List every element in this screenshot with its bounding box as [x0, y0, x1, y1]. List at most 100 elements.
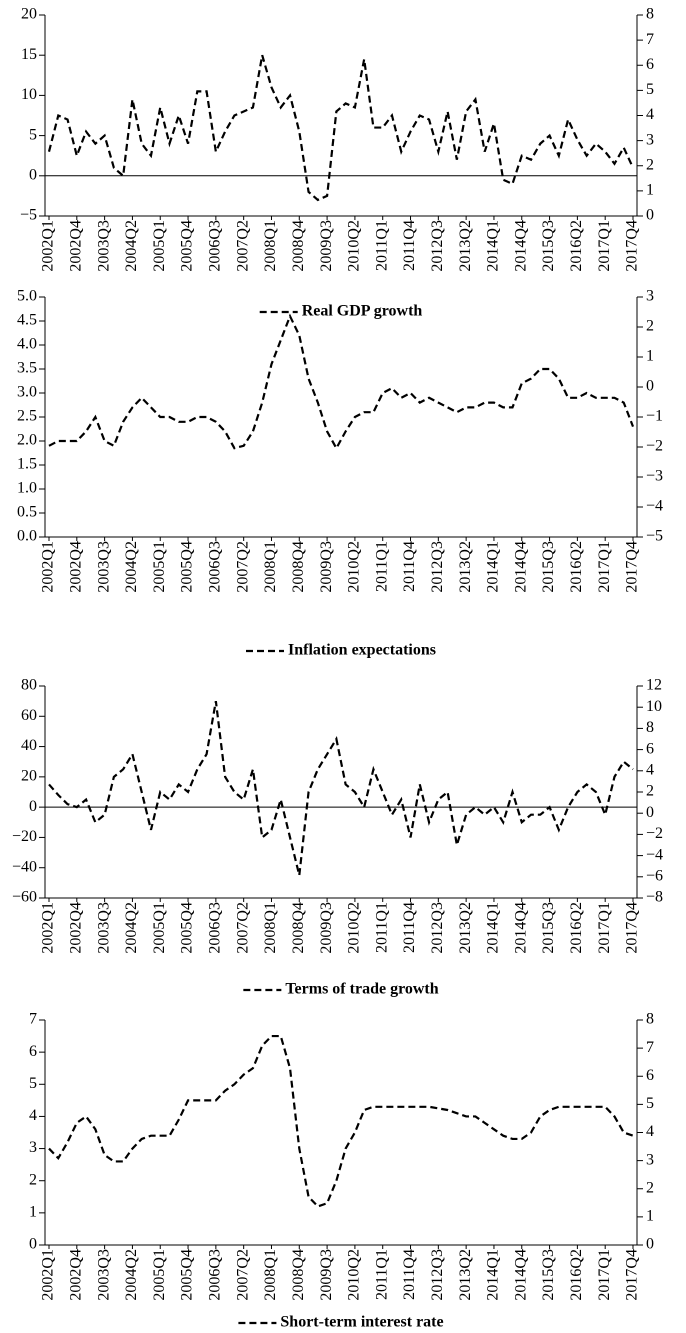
- y-tick-label: 20: [21, 768, 37, 785]
- y-tick-label: 3.5: [17, 360, 37, 377]
- x-tick-label: 2011Q4: [401, 1249, 418, 1300]
- x-tick-label: 2004Q2: [123, 1249, 140, 1301]
- x-tick-label: 2017Q1: [596, 1249, 613, 1301]
- x-tick-label: 2017Q1: [596, 541, 613, 593]
- y2-tick-label: 4: [646, 1123, 654, 1140]
- y2-tick-label: 5: [646, 1095, 654, 1112]
- y-tick-label: 0: [29, 166, 37, 183]
- x-tick-label: 2007Q2: [234, 902, 251, 954]
- data-line: [48, 313, 635, 451]
- y2-tick-label: −5: [646, 528, 663, 545]
- y2-tick-label: 5: [646, 81, 654, 98]
- x-tick-label: 2004Q2: [123, 220, 140, 272]
- x-tick-label: 2012Q3: [429, 541, 446, 593]
- x-tick-label: 2011Q4: [401, 541, 418, 592]
- x-tick-label: 2010Q2: [346, 220, 363, 272]
- x-tick-label: 2005Q4: [179, 1249, 196, 1301]
- y-tick-label: 0: [29, 798, 37, 815]
- x-tick-label: 2005Q1: [151, 541, 168, 593]
- y2-tick-label: −8: [646, 889, 663, 906]
- x-tick-label: 2011Q4: [401, 902, 418, 953]
- x-tick-label: 2011Q1: [373, 1249, 390, 1300]
- y2-tick-label: −3: [646, 468, 663, 485]
- y2-tick-label: −2: [646, 825, 663, 842]
- x-tick-label: 2009Q3: [318, 541, 335, 593]
- x-tick-label: 2005Q4: [179, 220, 196, 272]
- x-tick-label: 2009Q3: [318, 220, 335, 272]
- x-tick-label: 2008Q4: [290, 902, 307, 954]
- x-tick-label: 2015Q3: [540, 541, 557, 593]
- y-tick-label: 6: [29, 1043, 37, 1060]
- legend-text: Short-term interest rate: [280, 1314, 443, 1331]
- y2-tick-label: 3: [646, 288, 654, 305]
- x-tick-label: 2014Q4: [512, 541, 529, 593]
- x-tick-label: 2012Q3: [429, 902, 446, 954]
- x-tick-label: 2007Q2: [234, 541, 251, 593]
- y-tick-label: 5: [29, 126, 37, 143]
- y2-tick-label: 2: [646, 318, 654, 335]
- y-tick-label: 40: [21, 737, 37, 754]
- data-line: [48, 700, 634, 876]
- y2-tick-label: 10: [646, 698, 662, 715]
- x-tick-label: 2009Q3: [318, 902, 335, 954]
- y-tick-label: 2.5: [17, 408, 37, 425]
- legend: Real GDP growth: [259, 303, 423, 320]
- y2-tick-label: 1: [646, 182, 654, 199]
- x-tick-label: 2011Q4: [401, 220, 418, 271]
- y2-tick-label: 0: [646, 207, 654, 224]
- y2-tick-label: 0: [646, 378, 654, 395]
- x-tick-label: 2012Q3: [429, 220, 446, 272]
- y2-tick-label: 6: [646, 740, 654, 757]
- y2-tick-label: 8: [646, 719, 654, 736]
- x-tick-label: 2002Q1: [40, 541, 57, 593]
- y-tick-label: 3: [29, 1139, 37, 1156]
- y-tick-label: 10: [21, 86, 37, 103]
- y-tick-label: 4.0: [17, 336, 37, 353]
- x-tick-label: 2006Q3: [207, 902, 224, 954]
- y-tick-label: 60: [21, 707, 37, 724]
- x-tick-label: 2013Q2: [457, 541, 474, 593]
- x-tick-label: 2016Q2: [568, 1249, 585, 1301]
- y2-tick-label: 8: [646, 1011, 654, 1028]
- y-tick-label: 0: [29, 1236, 37, 1253]
- y2-tick-label: −4: [646, 846, 663, 863]
- x-tick-label: 2002Q1: [40, 1249, 57, 1301]
- x-tick-label: 2002Q4: [67, 1249, 84, 1301]
- x-tick-label: 2002Q4: [67, 902, 84, 954]
- y-tick-label: 0.0: [17, 528, 37, 545]
- y2-tick-label: 4: [646, 106, 654, 123]
- x-tick-label: 2006Q3: [207, 220, 224, 272]
- y2-tick-label: 0: [646, 1236, 654, 1253]
- x-tick-label: 2005Q4: [179, 902, 196, 954]
- x-tick-label: 2004Q2: [123, 902, 140, 954]
- x-tick-label: 2017Q4: [624, 1249, 641, 1301]
- y2-tick-label: 2: [646, 1179, 654, 1196]
- y2-tick-label: 2: [646, 783, 654, 800]
- x-tick-label: 2002Q4: [67, 220, 84, 272]
- x-tick-label: 2005Q4: [179, 541, 196, 593]
- x-tick-label: 2003Q3: [95, 541, 112, 593]
- y-tick-label: 4: [29, 1107, 37, 1124]
- y2-tick-label: 3: [646, 1151, 654, 1168]
- legend-text: Inflation expectations: [288, 642, 436, 659]
- x-tick-label: 2003Q3: [95, 220, 112, 272]
- y2-tick-label: 7: [646, 1039, 654, 1056]
- x-tick-label: 2005Q1: [151, 902, 168, 954]
- x-tick-label: 2013Q2: [457, 902, 474, 954]
- y2-tick-label: 0: [646, 804, 654, 821]
- x-tick-label: 2008Q1: [262, 220, 279, 272]
- x-tick-label: 2014Q1: [485, 902, 502, 954]
- legend: Short-term interest rate: [238, 1314, 444, 1331]
- y-tick-label: 7: [29, 1011, 37, 1028]
- legend-text: Real GDP growth: [302, 303, 423, 320]
- x-tick-label: 2008Q1: [262, 541, 279, 593]
- y-tick-label: 5: [29, 1075, 37, 1092]
- y2-tick-label: 4: [646, 761, 654, 778]
- x-tick-label: 2013Q2: [457, 1249, 474, 1301]
- y-tick-label: 5.0: [17, 288, 37, 305]
- x-tick-label: 2003Q3: [95, 902, 112, 954]
- data-line: [48, 1034, 634, 1208]
- y-tick-label: −5: [20, 207, 37, 224]
- y-tick-label: 1.5: [17, 456, 37, 473]
